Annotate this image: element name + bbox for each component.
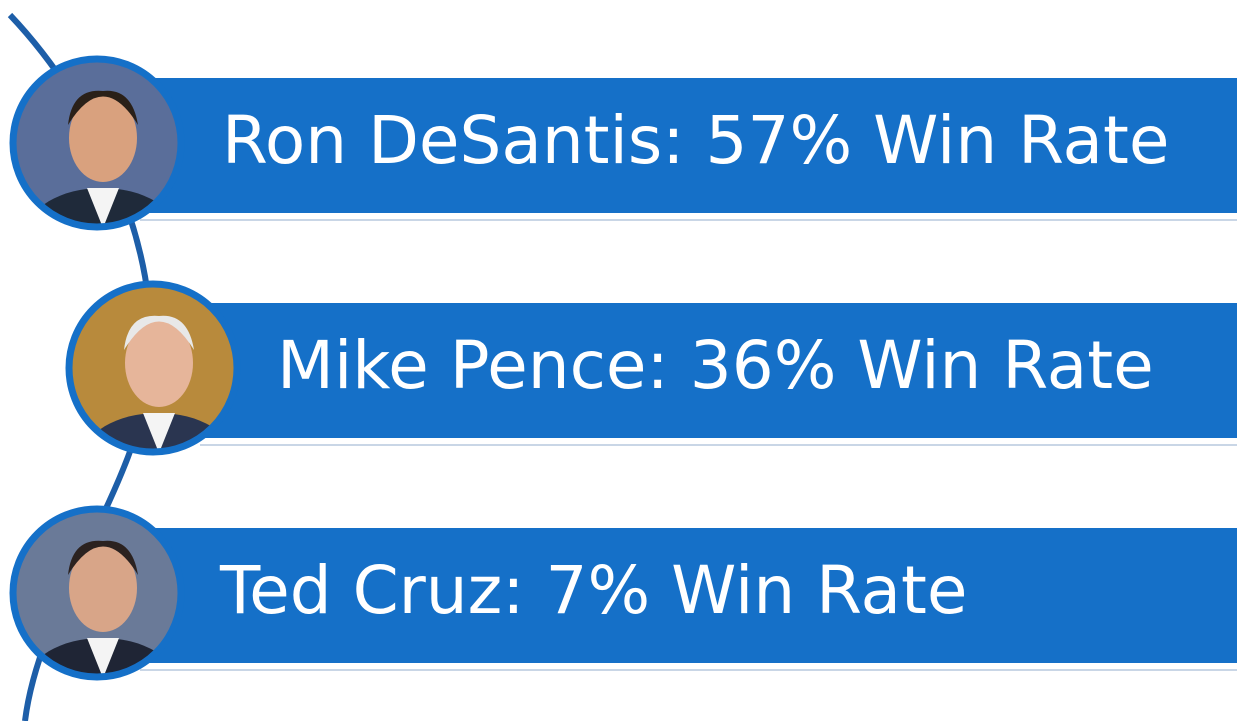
- label-text: Ron DeSantis: 57% Win Rate: [222, 102, 1169, 179]
- label-text: Ted Cruz: 7% Win Rate: [219, 552, 967, 629]
- label-text: Mike Pence: 36% Win Rate: [277, 327, 1154, 404]
- rows: Ron DeSantis: 57% Win Rate Mike Pence: 36…: [7, 53, 1237, 721]
- infographic: Ron DeSantis: 57% Win Rate Mike Pence: 36…: [0, 0, 1237, 721]
